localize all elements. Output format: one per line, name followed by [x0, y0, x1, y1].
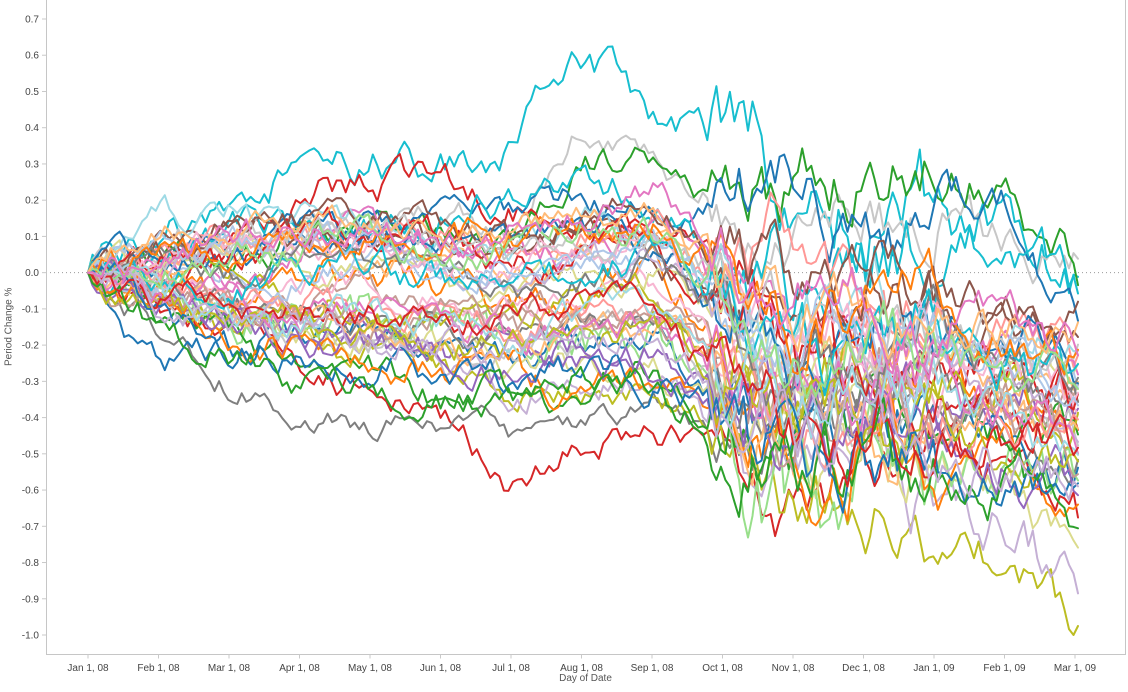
x-tick-label: Aug 1, 08 — [560, 663, 603, 674]
series-line-series-30[interactable] — [87, 271, 1079, 527]
y-tick-label: 0.6 — [25, 51, 39, 62]
y-tick-label: -0.3 — [22, 377, 40, 388]
series-group — [87, 45, 1079, 636]
y-tick-label: -0.2 — [22, 341, 40, 352]
y-tick-label: -1.0 — [22, 631, 40, 642]
x-tick-label: Nov 1, 08 — [772, 663, 815, 674]
series-line-series-33[interactable] — [87, 258, 1079, 469]
y-tick-label: 0.1 — [25, 232, 39, 243]
x-tick-label: Jul 1, 08 — [492, 663, 530, 674]
y-tick-label: -0.1 — [22, 304, 40, 315]
x-tick-label: Mar 1, 09 — [1054, 663, 1097, 674]
x-tick-label: Jun 1, 08 — [420, 663, 462, 674]
y-tick-label: -0.6 — [22, 486, 40, 497]
x-tick-label: Dec 1, 08 — [842, 663, 885, 674]
y-tick-label: 0.4 — [25, 123, 39, 134]
x-tick-label: May 1, 08 — [348, 663, 392, 674]
y-tick-label: 0.3 — [25, 159, 39, 170]
x-tick-label: Sep 1, 08 — [631, 663, 674, 674]
y-axis-title: Period Change % — [3, 287, 15, 367]
series-line-series-43[interactable] — [87, 234, 1079, 397]
x-tick-label: Jan 1, 09 — [913, 663, 955, 674]
x-tick-label: Feb 1, 09 — [983, 663, 1026, 674]
x-tick-label: Oct 1, 08 — [702, 663, 743, 674]
x-tick-label: Feb 1, 08 — [137, 663, 180, 674]
x-tick-label: Apr 1, 08 — [279, 663, 320, 674]
series-line-series-13[interactable] — [87, 164, 1079, 322]
y-tick-label: -0.7 — [22, 522, 40, 533]
y-tick-label: 0.7 — [25, 15, 39, 26]
x-tick-label: Jan 1, 08 — [67, 663, 109, 674]
series-line-series-42[interactable] — [87, 271, 1079, 489]
y-tick-label: 0.2 — [25, 196, 39, 207]
series-line-series-44[interactable] — [87, 260, 1079, 456]
y-tick-label: 0.0 — [25, 268, 39, 279]
y-tick-label: -0.5 — [22, 449, 40, 460]
x-axis-title: Day of Date — [559, 673, 612, 684]
series-line-series-01[interactable] — [87, 45, 1079, 295]
y-tick-label: -0.8 — [22, 558, 40, 569]
series-line-series-52[interactable] — [87, 264, 1079, 501]
y-tick-label: -0.9 — [22, 594, 40, 605]
series-line-series-28[interactable] — [87, 239, 1079, 409]
series-line-series-51[interactable] — [87, 202, 1079, 360]
series-line-series-47[interactable] — [87, 216, 1079, 376]
y-tick-label: 0.5 — [25, 87, 39, 98]
series-line-series-53[interactable] — [87, 181, 1079, 381]
y-tick-label: -0.4 — [22, 413, 40, 424]
series-line-series-45[interactable] — [87, 220, 1079, 407]
series-line-series-22[interactable] — [87, 264, 1079, 419]
series-line-series-50[interactable] — [87, 271, 1079, 488]
series-line-series-48[interactable] — [87, 271, 1079, 530]
x-tick-label: Mar 1, 08 — [208, 663, 251, 674]
